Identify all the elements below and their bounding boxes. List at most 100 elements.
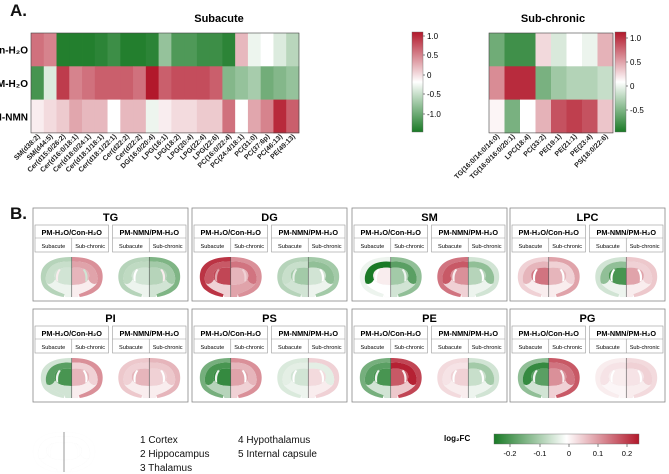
brain-half — [595, 257, 626, 297]
brain-half — [277, 257, 308, 297]
comparison-label: PM-NMN/PM-H₂O — [278, 228, 338, 237]
phase-label: Subacute — [519, 345, 543, 351]
brain-map — [118, 257, 180, 297]
heatmap-cell — [196, 99, 211, 134]
brain-map — [41, 257, 103, 297]
heatmap-cell — [286, 66, 300, 100]
heatmap-cell — [489, 66, 505, 100]
heatmap-cell — [94, 99, 108, 134]
heatmap-cell — [504, 66, 521, 100]
subchronic-colorbar: 1.0 0.5 0 -0.5 — [614, 31, 644, 133]
brain-half — [549, 358, 580, 398]
comparison-label: PM-H₂O/Con-H₂O — [361, 228, 422, 237]
brain-map — [200, 358, 262, 398]
phase-label: Subacute — [278, 244, 302, 250]
heatmap-cell — [209, 99, 223, 134]
heatmap-cell — [247, 99, 262, 134]
phase-label: Sub-chronic — [552, 244, 582, 250]
heatmap-cell — [56, 99, 70, 134]
subchronic-title: Sub-chronic — [521, 13, 585, 25]
heatmap-cell — [158, 66, 172, 100]
panel-a-label: A. — [10, 1, 27, 20]
colorbar-tick-label: -0.5 — [427, 90, 441, 99]
colorbar-tick-label: -0.5 — [630, 106, 644, 115]
colorbar-tick-label: -1.0 — [427, 110, 441, 119]
heatmap-cell — [582, 99, 598, 134]
comparison-label: PM-H₂O/Con-H₂O — [201, 329, 262, 338]
phase-label: Subacute — [278, 345, 302, 351]
region-legend-item: 5 Internal capsule — [238, 449, 317, 460]
phase-label: Subacute — [42, 345, 66, 351]
heatmap-cell — [171, 66, 185, 100]
heatmap-cell — [82, 33, 96, 67]
phase-label: Subacute — [438, 244, 462, 250]
phase-label: Subacute — [438, 345, 462, 351]
heatmap-cell — [145, 33, 159, 67]
heatmap-frame — [488, 32, 614, 134]
phase-label: Subacute — [119, 345, 143, 351]
heatmap-cell — [273, 99, 287, 134]
phase-label: Subacute — [42, 244, 66, 250]
heatmap-cell — [56, 66, 70, 100]
brain-half — [468, 257, 499, 297]
heatmap-cell — [235, 66, 249, 100]
brain-half — [72, 257, 103, 297]
heatmap-cell — [286, 33, 300, 67]
phase-label: Sub-chronic — [153, 345, 183, 351]
brain-half — [72, 358, 103, 398]
comparison-label: PM-H₂O/Con-H₂O — [519, 329, 580, 338]
card-title: LPC — [577, 212, 599, 224]
heatmap-cell — [196, 33, 211, 67]
logfc-colorbar: log₂FC -0.2 -0.1 0 0.1 0.2 — [444, 433, 640, 458]
brain-half — [277, 358, 308, 398]
colorbar-tick-label: 0.1 — [593, 449, 603, 458]
brain-half — [518, 358, 549, 398]
brain-half — [33, 432, 64, 472]
heatmap-cell — [120, 33, 134, 67]
phase-label: Sub-chronic — [394, 345, 424, 351]
heatmap-cell — [566, 33, 583, 67]
heatmap-cell — [133, 99, 147, 134]
heatmap-cell — [171, 33, 185, 67]
card-title: PI — [105, 313, 115, 325]
brain-map — [595, 358, 657, 398]
heatmap-cell — [222, 66, 236, 100]
lipid-card-dg: DG PM-H₂O/Con-H₂O Subacute Sub-chronic PM-NM… — [191, 207, 348, 302]
brain-map — [360, 358, 422, 398]
heatmap-cell — [107, 33, 121, 67]
heatmap-cell — [582, 66, 598, 100]
heatmap-cell — [120, 99, 134, 134]
heatmap-cell — [551, 33, 567, 67]
brain-map — [595, 257, 657, 297]
brain-half — [391, 257, 422, 297]
heatmap-cell — [235, 33, 249, 67]
card-title: TG — [103, 212, 118, 224]
brain-half — [200, 257, 231, 297]
brain-map — [437, 257, 499, 297]
brain-half — [468, 358, 499, 398]
heatmap-cell — [520, 33, 536, 67]
heatmap-cell — [82, 99, 96, 134]
brain-half — [41, 257, 72, 297]
heatmap-cell — [31, 99, 45, 134]
brain-half — [200, 358, 231, 398]
heatmap-cell — [158, 33, 172, 67]
region-legend: 1 Cortex 2 Hippocampus 3 Thalamus 4 Hypotha… — [33, 432, 317, 474]
phase-label: Subacute — [519, 244, 543, 250]
brain-half — [41, 358, 72, 398]
brain-half — [308, 257, 339, 297]
heatmap-cell — [94, 66, 108, 100]
colorbar-gradient — [493, 433, 640, 445]
card-title: DG — [261, 212, 278, 224]
subacute-colorbar: 1.0 0.5 0 -0.5 -1.0 — [411, 31, 441, 133]
heatmap-cell — [145, 99, 159, 134]
brain-half — [149, 257, 180, 297]
lipid-card-sm: SM PM-H₂O/Con-H₂O Subacute Sub-chronic PM-NM… — [351, 207, 508, 302]
phase-label: Sub-chronic — [234, 345, 264, 351]
brain-half — [360, 358, 391, 398]
colorbar-tick-label: 1.0 — [427, 32, 439, 41]
phase-label: Subacute — [361, 244, 385, 250]
heatmap-cell — [184, 33, 198, 67]
